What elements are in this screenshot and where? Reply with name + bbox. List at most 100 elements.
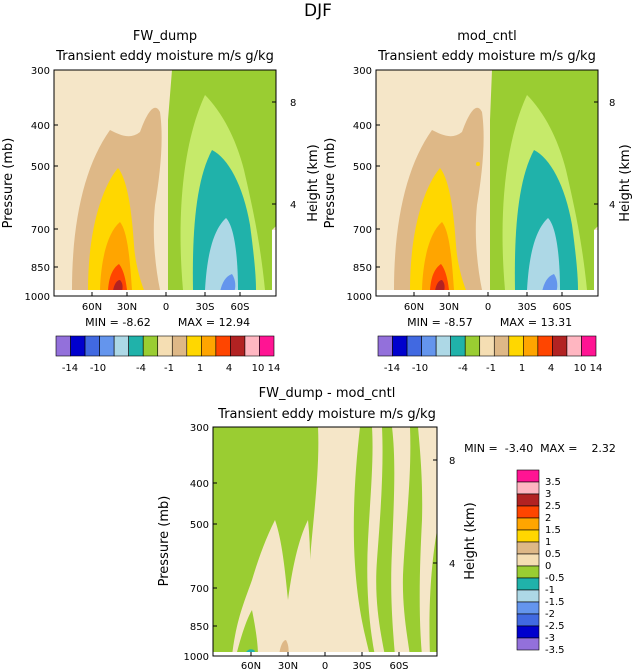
colorbar-swatch	[516, 601, 540, 615]
panel3-beige-strip1	[367, 427, 385, 656]
colorbar-swatch	[516, 625, 540, 639]
colorbar-swatch	[552, 335, 568, 357]
panel2-ylabel: Pressure (mb)	[323, 138, 338, 229]
panel1-xtick-label: 0	[163, 302, 169, 313]
panel2-red-region	[430, 264, 449, 290]
panel3-x-axis: 60N 30N 0 30S 60S	[241, 652, 409, 672]
colorbar-swatch	[479, 335, 495, 357]
panel2-y2tick-label: 8	[609, 98, 615, 109]
panel3-cbar-label: 2.5	[545, 501, 561, 512]
colorbar-swatch	[493, 335, 510, 357]
colorbar-swatch	[516, 637, 540, 651]
panel1-min-label: MIN = -8.62	[85, 316, 151, 329]
panel3-xtick-label: 0	[322, 661, 328, 672]
colorbar-swatch	[523, 335, 539, 357]
panel3-xtick-label: 30S	[352, 661, 371, 672]
colorbar-swatch	[516, 529, 540, 543]
panel1-blue-region	[220, 274, 236, 292]
colorbar-swatch	[566, 335, 582, 357]
panel2-title: mod_cntl	[457, 29, 516, 44]
panel3-minmax-label: MIN = -3.40 MAX = 2.32	[464, 442, 616, 455]
colorbar-swatch	[516, 565, 540, 579]
panel3-ytick-label: 700	[190, 584, 209, 595]
panel2-cbar-label: 4	[548, 363, 554, 374]
colorbar-swatch	[516, 469, 540, 483]
panel3-cbar-label: -3	[545, 633, 555, 644]
panel3-subtitle: Transient eddy moisture m/s g/kg	[217, 407, 436, 422]
colorbar-swatch	[70, 335, 86, 357]
colorbar-swatch	[406, 335, 422, 357]
panel1-y2tick-label: 4	[290, 200, 296, 211]
colorbar-swatch	[55, 335, 71, 357]
colorbar-swatch	[259, 335, 275, 357]
colorbar-swatch	[157, 335, 173, 357]
figure-title: DJF	[304, 1, 332, 21]
panel1-cbar-label: -4	[136, 363, 146, 374]
colorbar-swatch	[581, 335, 597, 357]
colorbar-swatch	[537, 335, 553, 357]
panel3-beige-center	[300, 427, 370, 656]
colorbar-swatch	[435, 335, 451, 357]
panel3-xtick-label: 60S	[389, 661, 408, 672]
colorbar-swatch	[450, 335, 466, 357]
colorbar-swatch	[508, 335, 524, 357]
panel1-ytick-label: 300	[31, 66, 50, 77]
panel-difference: FW_dump - mod_cntl Transient eddy moistu…	[157, 386, 616, 672]
panel1-max-label: MAX = 12.94	[178, 316, 250, 329]
panel3-xtick-label: 30N	[278, 661, 298, 672]
panel3-cbar-label: -1	[545, 585, 555, 596]
panel1-colorbar: -14 -10 -4 -1 1 4 10 14	[55, 335, 280, 374]
panel1-ytick-label: 1000	[25, 292, 50, 303]
panel-fw-dump: FW_dump Transient eddy moisture m/s g/kg	[1, 29, 321, 374]
panel1-x-axis: 60N 30N 0 30S 60S	[82, 292, 250, 313]
panel2-cbar-label: -1	[486, 363, 496, 374]
panel1-darkred-region	[113, 280, 123, 291]
panel2-orange-region	[422, 222, 454, 290]
panel1-title: FW_dump	[133, 29, 197, 44]
panel2-xtick-label: 30N	[439, 302, 459, 313]
panel2-xtick-label: 30S	[517, 302, 536, 313]
panel2-ytick-label: 500	[353, 162, 372, 173]
panel3-beige-strip2	[391, 427, 411, 656]
panel2-xtick-label: 60N	[404, 302, 424, 313]
panel3-ylabel: Pressure (mb)	[157, 496, 172, 587]
panel2-xtick-label: 0	[485, 302, 491, 313]
panel2-cbar-label: -10	[412, 363, 428, 374]
colorbar-swatch	[84, 335, 100, 357]
colorbar-swatch	[516, 481, 540, 495]
colorbar-swatch	[201, 335, 217, 357]
colorbar-swatch	[186, 335, 202, 357]
panel2-max-label: MAX = 13.31	[500, 316, 572, 329]
panel2-cbar-label: 14	[590, 363, 603, 374]
colorbar-swatch	[516, 577, 540, 591]
panel1-orange-region	[100, 222, 132, 290]
panel2-y2tick-label: 4	[609, 200, 615, 211]
panel1-lightblue-region	[205, 218, 238, 290]
panel3-cbar-label: -2.5	[545, 621, 565, 632]
colorbar-swatch	[516, 553, 540, 567]
panel1-y2label: Height (km)	[306, 144, 321, 221]
colorbar-swatch	[142, 335, 159, 357]
panel1-subtitle: Transient eddy moisture m/s g/kg	[55, 49, 274, 64]
panel1-ytick-label: 850	[31, 263, 50, 274]
panel2-y-axis: 300 400 500 700 850 1000 Pressure (mb)	[323, 66, 380, 303]
panel3-cbar-label: 3.5	[545, 477, 561, 488]
panel3-cbar-label: 1.5	[545, 525, 561, 536]
panel2-colorbar: -14 -10 -4 -1 1 4 10 14	[377, 335, 603, 374]
colorbar-swatch	[516, 493, 540, 507]
panel3-beige-strip3	[418, 427, 437, 656]
panel2-blue-region	[542, 274, 558, 292]
panel1-y2-axis: 8 4 Height (km)	[272, 98, 321, 222]
panel1-ytick-label: 400	[31, 121, 50, 132]
colorbar-swatch	[516, 541, 540, 555]
panel3-title: FW_dump - mod_cntl	[259, 386, 396, 401]
panel3-cbar-label: 3	[545, 489, 551, 500]
panel3-cbar-label: 1	[545, 537, 551, 548]
panel2-cbar-label: -4	[458, 363, 468, 374]
panel2-ground-right	[594, 230, 598, 296]
panel1-plot	[53, 69, 277, 297]
panel3-cbar-label: -1.5	[545, 597, 565, 608]
colorbar-swatch	[230, 335, 246, 357]
panel3-colorbar: 3.5 3 2.5 2 1.5 1 0.5 0 -0.5 -1 -1.5 -2 …	[516, 469, 565, 656]
